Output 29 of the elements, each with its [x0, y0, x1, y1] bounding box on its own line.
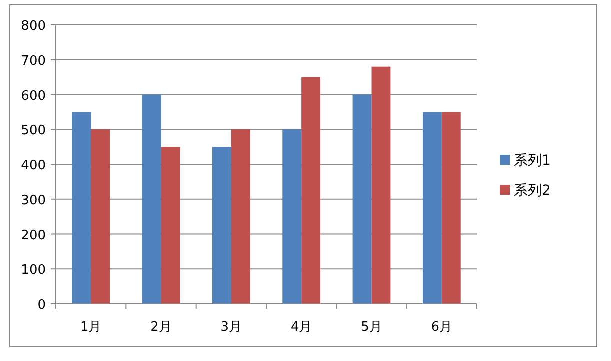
x-tick-label: 6月 [431, 320, 453, 335]
y-tick-label: 300 [21, 193, 46, 208]
bar [372, 66, 391, 304]
bar [72, 112, 92, 304]
x-tick-label: 1月 [80, 320, 102, 335]
x-tick-label: 3月 [220, 320, 242, 335]
bar [161, 147, 180, 304]
y-tick-label: 500 [21, 124, 46, 139]
bar [442, 112, 461, 304]
bar [352, 94, 372, 304]
x-tick-label: 5月 [361, 320, 382, 335]
bar [422, 112, 442, 304]
y-tick-label: 700 [21, 54, 46, 69]
y-tick-label: 600 [21, 88, 46, 104]
legend-label: 系列1 [514, 153, 551, 169]
bar [302, 77, 321, 304]
bar [212, 147, 232, 304]
y-tick-label: 0 [38, 298, 46, 313]
legend-label: 系列2 [514, 183, 551, 199]
bar [142, 94, 162, 304]
bar [231, 130, 250, 304]
x-tick-label: 4月 [290, 320, 312, 335]
y-tick-label: 200 [21, 228, 46, 244]
y-tick-label: 800 [21, 19, 46, 34]
y-tick-label: 100 [21, 263, 46, 278]
bar [282, 130, 302, 304]
y-tick-label: 400 [21, 158, 46, 174]
bar [91, 130, 110, 304]
x-tick-label: 2月 [150, 320, 172, 335]
